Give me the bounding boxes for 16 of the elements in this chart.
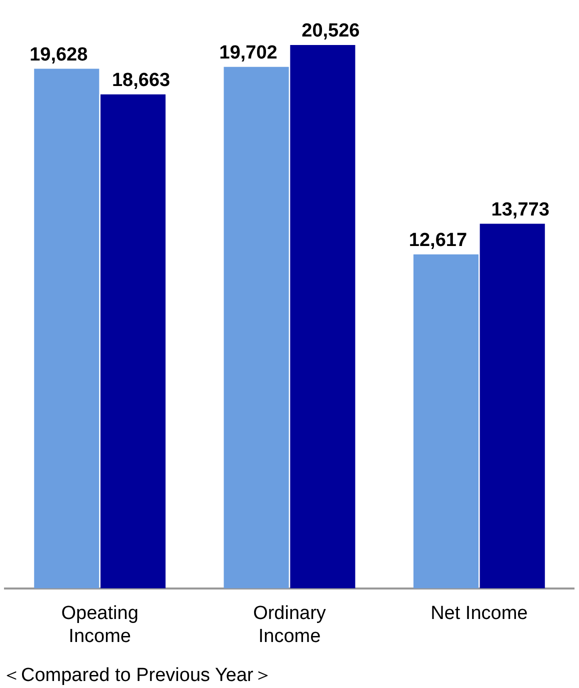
data-label: 13,773 [491,200,550,221]
data-label: 20,526 [302,20,360,42]
text: ＜Compared to Previous Year＞ [1,664,274,688]
bar [413,254,479,588]
bar [224,66,289,588]
data-label: 19,702 [219,42,278,64]
bar [100,94,166,588]
x-tick-label: Ordinary Income [253,603,326,647]
bar [480,224,545,588]
bar [290,45,356,588]
data-label: 19,628 [30,44,88,66]
data-label: 18,663 [112,70,170,92]
x-tick-label: Opeating Income [61,603,138,647]
x-tick-label: Net Income [430,603,528,624]
data-label: 12,617 [408,230,468,252]
bar [34,68,100,588]
